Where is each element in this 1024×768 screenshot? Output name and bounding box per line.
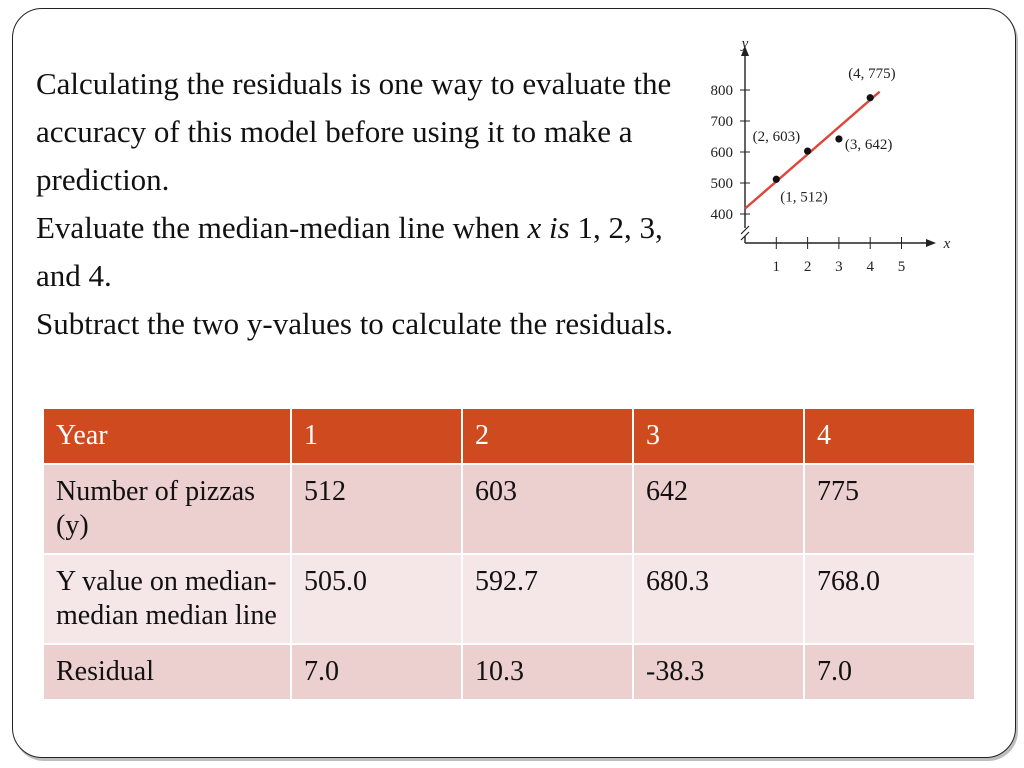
table-cell: 603: [461, 463, 634, 555]
x-tick-label: 4: [866, 259, 874, 275]
header-cell: 1: [290, 407, 463, 465]
y-axis-arrow: [741, 46, 749, 56]
paragraph-intro: Calculating the residuals is one way to …: [36, 66, 672, 197]
x-tick-label: 2: [804, 259, 812, 275]
scatter-chart-svg: y x 400 500 600 700 800 1 2 3 4 5 (1, 512) (2, 603) (3…: [711, 36, 951, 275]
axis-break-mark: [740, 225, 750, 241]
variable-x: x: [527, 210, 542, 245]
word-is: is: [549, 210, 570, 245]
data-point: [804, 147, 812, 155]
table-cell: 775: [803, 463, 976, 555]
data-label: (2, 603): [753, 129, 801, 145]
data-label: (3, 642): [845, 137, 893, 153]
table-cell: 505.0: [290, 553, 463, 645]
table-cell: 7.0: [290, 643, 463, 701]
median-median-line: [744, 90, 881, 210]
body-text: Calculating the residuals is one way to …: [36, 60, 706, 348]
residuals-table: Year 1 2 3 4 Number of pizzas (y) 512 60…: [42, 407, 976, 701]
paragraph-evaluate-text: Evaluate the median-median line when: [36, 210, 528, 245]
x-axis-label: x: [943, 236, 951, 252]
table-cell: 642: [632, 463, 805, 555]
row-label: Y value on median-median median line: [42, 553, 292, 645]
y-axis-label: y: [740, 36, 749, 52]
data-point: [772, 175, 780, 183]
row-label: Number of pizzas (y): [42, 463, 292, 555]
x-axis-arrow: [926, 239, 936, 247]
table-cell: 768.0: [803, 553, 976, 645]
x-tick-label: 3: [835, 259, 843, 275]
table-row: Y value on median-median median line 505…: [42, 553, 976, 645]
y-tick-label: 800: [711, 83, 734, 99]
paragraph-evaluate-values: 1, 2, 3, and 4.: [36, 210, 663, 293]
table-cell: 592.7: [461, 553, 634, 645]
row-label: Residual: [42, 643, 292, 701]
data-point: [835, 135, 843, 143]
header-cell: 3: [632, 407, 805, 465]
y-tick-label: 500: [711, 176, 734, 192]
header-cell: 4: [803, 407, 976, 465]
table-header-row: Year 1 2 3 4: [42, 407, 976, 465]
table-row: Number of pizzas (y) 512 603 642 775: [42, 463, 976, 555]
paragraph-subtract: Subtract the two y-values to calculate t…: [36, 306, 674, 341]
y-tick-label: 600: [711, 145, 734, 161]
table-row: Residual 7.0 10.3 -38.3 7.0: [42, 643, 976, 701]
data-point: [866, 94, 874, 102]
scatter-chart: y x 400 500 600 700 800 1 2 3 4 5 (1, 512) (2, 603) (3…: [690, 30, 960, 290]
y-tick-label: 700: [711, 114, 734, 130]
paragraph-evaluate: Evaluate the median-median line when x i…: [36, 204, 706, 300]
data-label: (4, 775): [848, 66, 896, 82]
data-label: (1, 512): [780, 189, 828, 205]
x-tick-label: 5: [898, 259, 906, 275]
y-tick-label: 400: [711, 207, 734, 223]
header-cell: 2: [461, 407, 634, 465]
header-cell: Year: [42, 407, 292, 465]
table-cell: 512: [290, 463, 463, 555]
table-cell: 680.3: [632, 553, 805, 645]
table-cell: 7.0: [803, 643, 976, 701]
table-cell: -38.3: [632, 643, 805, 701]
table-cell: 10.3: [461, 643, 634, 701]
x-tick-label: 1: [773, 259, 781, 275]
